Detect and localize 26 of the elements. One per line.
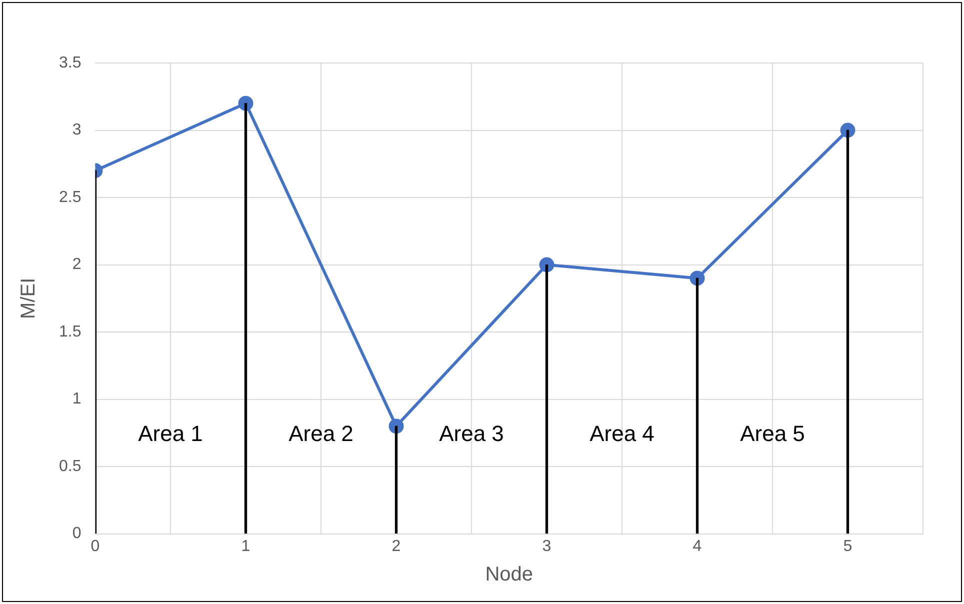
bar [545,264,548,534]
x-tick-label: 5 [843,538,852,555]
bar [244,103,248,534]
annotation: Area 5 [740,420,805,446]
x-tick-label: 3 [542,538,552,555]
annotation: Area 1 [138,420,203,446]
y-tick-label: 3.5 [58,54,82,72]
bar [696,278,699,534]
annotation: Area 2 [288,420,354,446]
bar [394,426,398,534]
x-tick-label: 4 [692,538,702,555]
x-axis-title: Node [485,564,534,586]
bar [846,130,850,534]
y-tick-label: 1.5 [58,323,82,340]
y-tick-label: 3 [72,122,82,139]
y-tick-label: 0.5 [58,458,82,475]
y-tick-label: 1 [72,390,82,408]
y-tick-label: 0 [72,525,82,542]
x-tick-label: 1 [241,538,250,555]
annotation: Area 4 [590,420,654,446]
x-tick-label: 2 [392,538,401,555]
annotation: Area 3 [439,420,504,446]
y-axis-title: M/EI [18,278,40,319]
x-tick-label: 0 [90,538,100,555]
y-tick-label: 2 [72,256,82,274]
y-tick-label: 2.5 [58,188,82,206]
